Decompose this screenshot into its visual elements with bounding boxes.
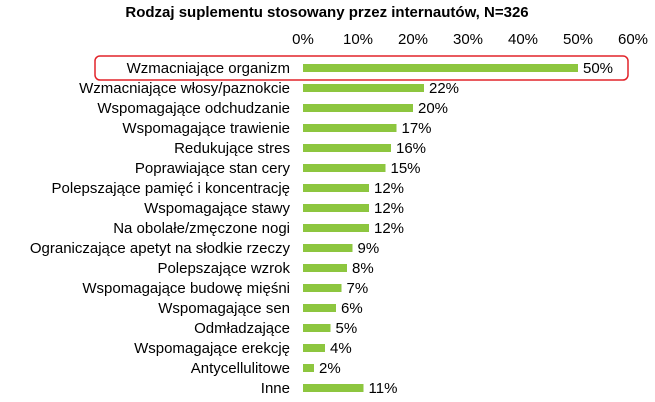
bar	[303, 244, 353, 252]
bar	[303, 84, 424, 92]
x-tick-label: 20%	[398, 31, 428, 48]
bar	[303, 344, 325, 352]
value-labels: 50% 22% 20% 17% 16% 15% 12% 12% 12% 9% 8% 7% 6% 5% 4% 2…	[319, 60, 613, 397]
category-label: Wspomagające stawy	[144, 200, 290, 217]
value-label: 20%	[418, 100, 448, 117]
value-label: 12%	[374, 200, 404, 217]
category-label: Wspomagające trawienie	[122, 120, 290, 137]
chart-title: Rodzaj suplementu stosowany przez intern…	[125, 4, 528, 21]
x-tick-label: 50%	[563, 31, 593, 48]
category-label: Antycellulitowe	[191, 360, 290, 377]
highlight-layer	[94, 55, 629, 81]
value-label: 16%	[396, 140, 426, 157]
bar	[303, 124, 397, 132]
value-label: 7%	[347, 280, 369, 297]
bar	[303, 264, 347, 272]
x-tick-label: 60%	[618, 31, 648, 48]
value-label: 50%	[583, 60, 613, 77]
value-label: 15%	[391, 160, 421, 177]
category-label: Poprawiające stan cery	[135, 160, 291, 177]
bar	[303, 104, 413, 112]
highlight-box	[94, 55, 629, 81]
x-axis-ticks: 0% 10% 20% 30% 40% 50% 60%	[292, 31, 648, 48]
value-label: 12%	[374, 180, 404, 197]
bar	[303, 184, 369, 192]
value-label: 9%	[358, 240, 380, 257]
value-label: 11%	[369, 380, 398, 397]
x-tick-label: 40%	[508, 31, 538, 48]
category-label: Odmładzające	[194, 320, 290, 337]
category-label: Na obolałe/zmęczone nogi	[113, 220, 290, 237]
category-label: Wspomagające erekcję	[134, 340, 290, 357]
category-label: Wspomagające sen	[158, 300, 290, 317]
bars	[303, 64, 578, 392]
category-label: Inne	[261, 380, 290, 397]
value-label: 12%	[374, 220, 404, 237]
x-tick-label: 10%	[343, 31, 373, 48]
category-label: Polepszające wzrok	[157, 260, 290, 277]
bar	[303, 364, 314, 372]
value-label: 22%	[429, 80, 459, 97]
bar	[303, 64, 578, 72]
category-label: Wspomagające budowę mięśni	[82, 280, 290, 297]
category-label: Wzmacniające włosy/paznokcie	[79, 80, 290, 97]
bar	[303, 224, 369, 232]
x-tick-label: 30%	[453, 31, 483, 48]
category-label: Wspomagające odchudzanie	[97, 100, 290, 117]
category-labels: Wzmacniające organizm Wzmacniające włosy/…	[30, 60, 291, 397]
bar	[303, 144, 391, 152]
x-tick-label: 0%	[292, 31, 314, 48]
bar	[303, 384, 364, 392]
bar	[303, 284, 342, 292]
category-label: Ograniczające apetyt na słodkie rzeczy	[30, 240, 291, 257]
bar	[303, 304, 336, 312]
bar	[303, 164, 386, 172]
category-label: Redukujące stres	[174, 140, 290, 157]
bar	[303, 204, 369, 212]
bar	[303, 324, 331, 332]
value-label: 8%	[352, 260, 374, 277]
value-label: 4%	[330, 340, 352, 357]
value-label: 2%	[319, 360, 341, 377]
value-label: 5%	[336, 320, 358, 337]
category-label: Wzmacniające organizm	[127, 60, 290, 77]
category-label: Polepszające pamięć i koncentrację	[52, 180, 290, 197]
value-label: 17%	[402, 120, 432, 137]
value-label: 6%	[341, 300, 363, 317]
